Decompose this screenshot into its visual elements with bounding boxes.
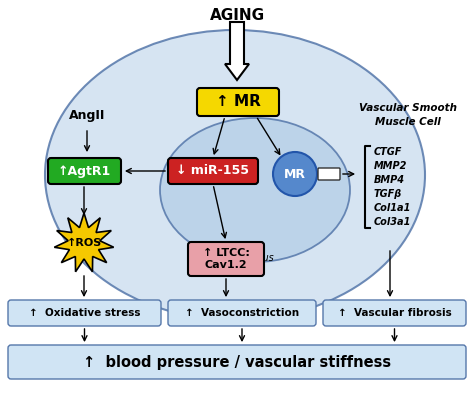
Text: AGING: AGING bbox=[210, 8, 264, 23]
Text: TGFβ: TGFβ bbox=[374, 189, 402, 199]
FancyBboxPatch shape bbox=[8, 300, 161, 326]
Text: ↑  blood pressure / vascular stiffness: ↑ blood pressure / vascular stiffness bbox=[83, 354, 391, 369]
Circle shape bbox=[273, 152, 317, 196]
Text: ↑  Oxidative stress: ↑ Oxidative stress bbox=[29, 308, 140, 318]
FancyBboxPatch shape bbox=[188, 242, 264, 276]
FancyBboxPatch shape bbox=[168, 300, 316, 326]
FancyBboxPatch shape bbox=[323, 300, 466, 326]
Text: MR: MR bbox=[284, 167, 306, 181]
Polygon shape bbox=[55, 213, 114, 272]
Text: Vascular Smooth
Muscle Cell: Vascular Smooth Muscle Cell bbox=[359, 103, 457, 127]
Text: ↑ MR: ↑ MR bbox=[216, 94, 260, 109]
Text: AngII: AngII bbox=[69, 109, 105, 122]
Text: Col3a1: Col3a1 bbox=[374, 217, 411, 227]
FancyBboxPatch shape bbox=[318, 168, 340, 180]
Text: Nucleus: Nucleus bbox=[236, 253, 274, 263]
Text: ↑  Vasoconstriction: ↑ Vasoconstriction bbox=[185, 308, 299, 318]
Text: ↑AgtR1: ↑AgtR1 bbox=[58, 164, 111, 177]
FancyBboxPatch shape bbox=[48, 158, 121, 184]
Text: ↑ LTCC:
Cav1.2: ↑ LTCC: Cav1.2 bbox=[202, 248, 249, 270]
Text: CTGF: CTGF bbox=[374, 147, 402, 157]
FancyBboxPatch shape bbox=[197, 88, 279, 116]
FancyBboxPatch shape bbox=[168, 158, 258, 184]
Text: BMP4: BMP4 bbox=[374, 175, 405, 185]
Ellipse shape bbox=[45, 30, 425, 320]
Text: Col1a1: Col1a1 bbox=[374, 203, 411, 213]
Ellipse shape bbox=[160, 118, 350, 262]
FancyBboxPatch shape bbox=[8, 345, 466, 379]
Text: ↓ miR-155: ↓ miR-155 bbox=[176, 164, 249, 177]
Text: MMP2: MMP2 bbox=[374, 161, 407, 171]
FancyArrow shape bbox=[225, 22, 249, 80]
Text: ↑  Vascular fibrosis: ↑ Vascular fibrosis bbox=[337, 308, 451, 318]
Text: ↑ROS: ↑ROS bbox=[66, 238, 101, 248]
